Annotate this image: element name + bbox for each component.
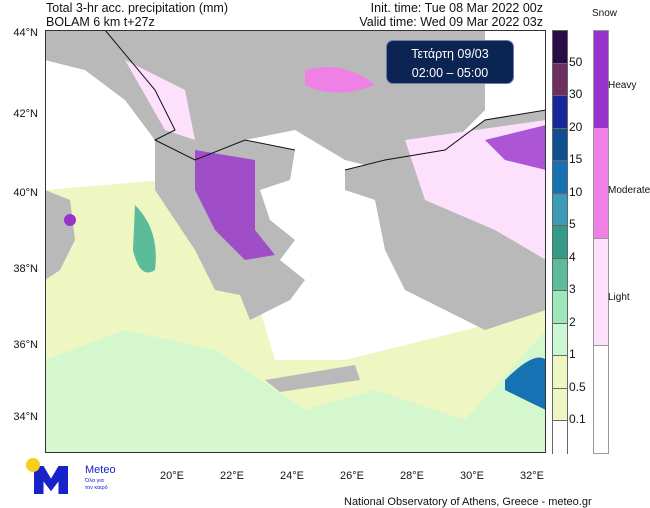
colorbar-label: 5 (569, 217, 576, 232)
snow-label: Light (608, 292, 630, 303)
badge-day: Τετάρτη 09/03 (411, 47, 489, 61)
logo-tagline: τον καιρό (85, 485, 108, 491)
colorbar-label: 15 (569, 152, 583, 167)
colorbar-swatch (552, 30, 568, 64)
colorbar-label: 10 (569, 184, 583, 199)
lat-label: 44°N (13, 27, 38, 39)
colorbar-swatch (552, 127, 568, 162)
colorbar-swatch (552, 420, 568, 454)
colorbar-swatch (552, 387, 568, 422)
lat-label: 40°N (13, 187, 38, 199)
logo-tagline: Όλα για (85, 478, 104, 484)
model-label: BOLAM 6 km t+27z (46, 15, 155, 29)
lon-label: 22°E (220, 470, 244, 482)
badge-hours: 02:00 – 05:00 (411, 66, 489, 80)
snow-legend-title: Snow (592, 8, 618, 19)
lat-label: 42°N (13, 108, 38, 120)
lat-label: 34°N (13, 411, 38, 423)
colorbar-swatch (552, 290, 568, 324)
lon-label: 32°E (520, 470, 544, 482)
colorbar-label: 2 (569, 314, 576, 329)
colorbar-label: 50 (569, 54, 583, 69)
lon-label: 26°E (340, 470, 364, 482)
chart-title: Total 3-hr acc. precipitation (mm) (46, 1, 229, 15)
colorbar-swatch (552, 225, 568, 259)
forecast-period-badge: Τετάρτη 09/03 02:00 – 05:00 (386, 40, 514, 84)
snow-heavy-swatch (593, 30, 609, 129)
colorbar-label: 3 (569, 282, 576, 297)
colorbar-label: 20 (569, 119, 583, 134)
precipitation-map (45, 30, 546, 453)
colorbar-swatch (552, 160, 568, 194)
colorbar-swatch (552, 355, 568, 389)
valid-time: Valid time: Wed 09 Mar 2022 03z (359, 15, 543, 29)
logo-name: Meteo (85, 464, 116, 476)
lon-label: 20°E (160, 470, 184, 482)
lon-label: 28°E (400, 470, 424, 482)
colorbar-swatch (552, 95, 568, 129)
colorbar-swatch (552, 322, 568, 357)
lon-label: 24°E (280, 470, 304, 482)
colorbar-label: 4 (569, 249, 576, 264)
credit-text: National Observatory of Athens, Greece -… (344, 496, 592, 508)
snow-moderate-swatch (593, 128, 609, 239)
lon-label: 30°E (460, 470, 484, 482)
logo-m-icon (34, 466, 68, 494)
colorbar-label: 1 (569, 347, 576, 362)
snow-label: Moderate (608, 185, 650, 196)
logo-sun-icon (26, 458, 40, 472)
colorbar-label: 0.1 (569, 412, 586, 427)
colorbar-swatch (552, 257, 568, 292)
meteo-logo[interactable]: Meteo Όλα για τον καιρό (26, 456, 116, 496)
snow-label: Heavy (608, 80, 637, 91)
snow-none-swatch (593, 346, 609, 454)
colorbar-swatch (552, 192, 568, 227)
lat-label: 36°N (13, 339, 38, 351)
lat-label: 38°N (13, 263, 38, 275)
snow-light-swatch (593, 239, 609, 346)
colorbar-label: 0.5 (569, 379, 586, 394)
colorbar-swatch (552, 62, 568, 97)
init-time: Init. time: Tue 08 Mar 2022 00z (370, 1, 543, 15)
colorbar-label: 30 (569, 87, 583, 102)
